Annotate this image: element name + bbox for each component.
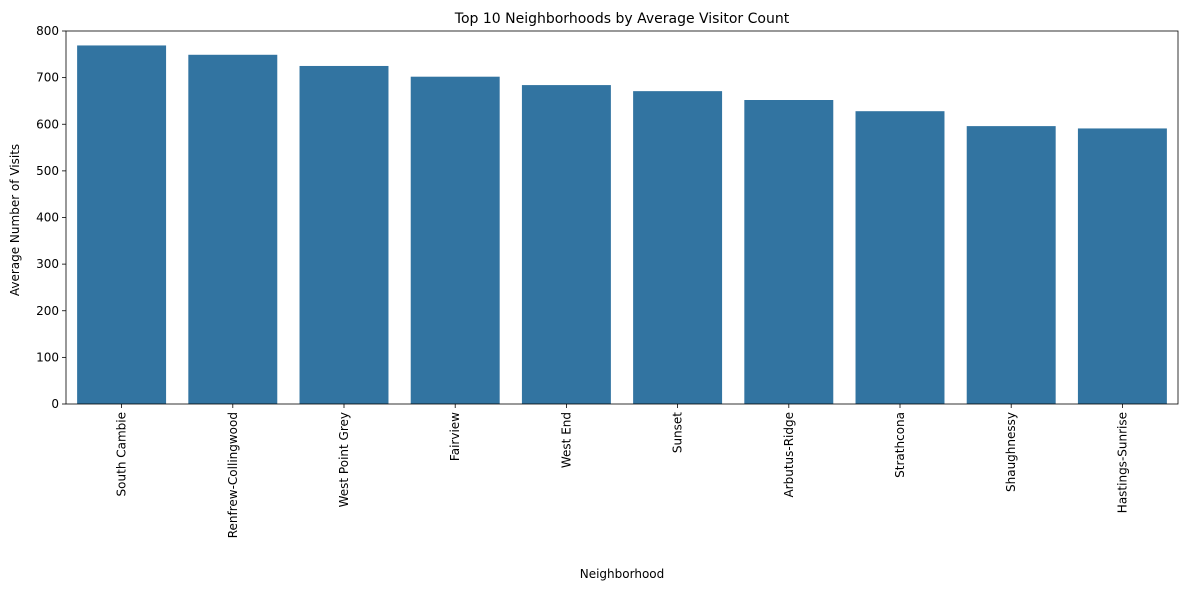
x-tick-label: Shaughnessy xyxy=(1004,412,1018,492)
bar-strathcona xyxy=(855,111,945,404)
y-tick-label: 100 xyxy=(36,350,59,364)
y-axis-label: Average Number of Visits xyxy=(8,144,22,296)
x-axis-label: Neighborhood xyxy=(580,567,665,581)
y-tick-label: 400 xyxy=(36,211,59,225)
plot-area: 0 100 200 300 400 500 600 700 800 South Cambie Ren… xyxy=(36,24,1179,538)
bar-south-cambie xyxy=(77,45,167,405)
bar-shaughnessy xyxy=(966,126,1056,405)
y-tick-label: 0 xyxy=(51,397,59,411)
x-tick-label: West Point Grey xyxy=(337,412,351,507)
y-tick-label: 800 xyxy=(36,24,59,38)
x-tick-label: West End xyxy=(559,412,573,468)
bar-sunset xyxy=(633,91,723,405)
bar-arbutus-ridge xyxy=(744,100,834,404)
bar-west-point-grey xyxy=(299,65,389,404)
x-tick-label: Hastings-Sunrise xyxy=(1115,412,1129,513)
bar-hastings-sunrise xyxy=(1077,128,1167,405)
bar-west-end xyxy=(521,85,611,405)
x-tick-label: Renfrew-Collingwood xyxy=(226,412,240,538)
bar-renfrew-collingwood xyxy=(188,54,278,405)
y-tick-label: 200 xyxy=(36,304,59,318)
x-tick-label: Sunset xyxy=(671,412,685,453)
chart-title: Top 10 Neighborhoods by Average Visitor … xyxy=(454,11,790,27)
y-tick-label: 300 xyxy=(36,257,59,271)
x-tick-label: Arbutus-Ridge xyxy=(782,412,796,498)
y-tick-label: 600 xyxy=(36,117,59,131)
x-tick-label: Strathcona xyxy=(893,412,907,478)
y-tick-label: 500 xyxy=(36,164,59,178)
plot-frame xyxy=(65,30,1179,405)
y-tick-label: 700 xyxy=(36,71,59,85)
bar-fairview xyxy=(410,76,500,404)
x-tick-label: South Cambie xyxy=(115,412,129,496)
x-tick-label: Fairview xyxy=(448,412,462,461)
